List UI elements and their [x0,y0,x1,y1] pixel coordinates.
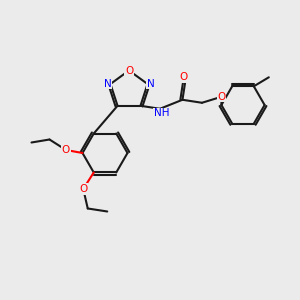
Text: N: N [147,79,154,89]
Text: NH: NH [154,108,169,118]
Text: N: N [103,79,111,89]
Text: O: O [217,92,226,102]
Text: O: O [62,145,70,155]
Text: O: O [79,184,87,194]
Text: O: O [180,72,188,82]
Text: O: O [125,65,133,76]
